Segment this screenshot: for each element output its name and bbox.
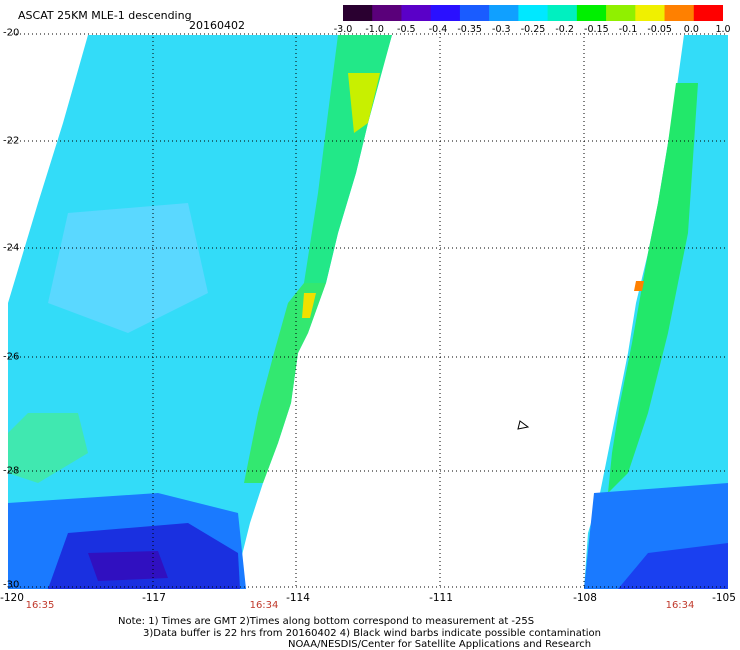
map-plot-area <box>8 33 728 589</box>
colorbar-label: -0.1 <box>618 24 638 35</box>
note-line-3: NOAA/NESDIS/Center for Satellite Applica… <box>288 639 592 650</box>
colorbar-label: -0.3 <box>492 24 511 35</box>
colorbar-segment <box>459 5 490 21</box>
colorbar-segment <box>576 5 607 21</box>
colorbar-segment <box>693 5 723 21</box>
colorbar-segment <box>430 5 461 21</box>
swath-time-3: 16:34 <box>665 600 695 611</box>
colorbar-segment <box>664 5 695 21</box>
note-line-2: 3)Data buffer is 22 hrs from 20160402 4)… <box>143 628 601 639</box>
swath-time-1: 16:35 <box>25 600 55 611</box>
colorbar-label: -0.2 <box>555 24 574 35</box>
colorbar-segment <box>489 5 519 21</box>
colorbar-label: -3.0 <box>333 24 353 35</box>
deep-blue-right <box>618 543 728 589</box>
colorbar-label: -0.15 <box>584 24 609 35</box>
lat-label-26: -26 <box>3 351 20 363</box>
colorbar-label: -0.5 <box>397 24 416 35</box>
lat-label-30: -30 <box>3 579 20 591</box>
colorbar-segment <box>635 5 666 21</box>
lon-label-108: -108 <box>573 592 597 604</box>
yellow-edge-1 <box>348 73 380 133</box>
lat-label-20: -20 <box>3 27 20 39</box>
cyan-blob-1 <box>48 203 208 333</box>
colorbar-label: -1.0 <box>365 24 384 35</box>
swath-time-2: 16:34 <box>249 600 279 611</box>
green-band-left-mid <box>244 283 326 483</box>
green-blob-left-bottom <box>8 413 88 483</box>
lat-label-24: -24 <box>3 242 20 254</box>
green-band-right <box>608 83 698 493</box>
note-line-1: Note: 1) Times are GMT 2)Times along bot… <box>118 616 535 627</box>
colorbar-segment <box>372 5 402 21</box>
colorbar-segment <box>547 5 578 21</box>
colorbar-label: -0.05 <box>647 24 672 35</box>
lon-label-120: -120 <box>0 592 24 604</box>
colorbar-segment <box>343 5 373 21</box>
map-date: 20160402 <box>189 19 245 32</box>
colorbar-label: 0.0 <box>683 24 699 35</box>
lon-label-111: -111 <box>429 592 453 604</box>
lon-label-105: -105 <box>712 592 736 604</box>
island-outline <box>517 420 530 430</box>
lat-label-22: -22 <box>3 135 20 147</box>
graticule <box>8 33 728 589</box>
colorbar-segment <box>518 5 549 21</box>
yellow-edge-2 <box>302 293 316 318</box>
map-title: ASCAT 25KM MLE-1 descending <box>18 9 192 22</box>
colorbar-label: -0.25 <box>520 24 546 35</box>
indigo-patch <box>88 551 168 581</box>
colorbar-label: -0.35 <box>457 24 482 35</box>
lon-label-114: -114 <box>286 592 310 604</box>
lat-label-28: -28 <box>3 465 20 477</box>
colorbar <box>343 5 723 21</box>
lon-label-117: -117 <box>142 592 166 604</box>
orange-edge <box>634 281 644 291</box>
colorbar-label: -0.4 <box>428 24 448 35</box>
colorbar-segment <box>606 5 636 21</box>
colorbar-label: 1.0 <box>715 24 731 35</box>
colorbar-segment <box>401 5 432 21</box>
